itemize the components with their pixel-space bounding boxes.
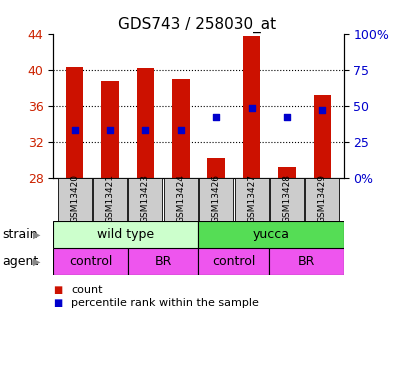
- Point: [142, 127, 149, 133]
- Text: percentile rank within the sample: percentile rank within the sample: [71, 298, 259, 308]
- Text: GSM13423: GSM13423: [141, 174, 150, 223]
- Bar: [53, 248, 128, 275]
- Text: ▶: ▶: [33, 230, 40, 240]
- Bar: [235, 178, 269, 221]
- Point: [248, 105, 255, 111]
- Text: yucca: yucca: [252, 228, 290, 241]
- Bar: [243, 36, 260, 178]
- Bar: [53, 221, 199, 248]
- Bar: [269, 248, 344, 275]
- Bar: [66, 67, 83, 178]
- Text: GSM13426: GSM13426: [212, 174, 221, 223]
- Bar: [101, 81, 119, 178]
- Bar: [314, 95, 331, 178]
- Text: GSM13427: GSM13427: [247, 174, 256, 223]
- Bar: [199, 221, 344, 248]
- Text: GSM13420: GSM13420: [70, 174, 79, 223]
- Text: GDS743 / 258030_at: GDS743 / 258030_at: [118, 17, 276, 33]
- Text: GSM13429: GSM13429: [318, 174, 327, 223]
- Text: ■: ■: [53, 285, 62, 295]
- Bar: [199, 248, 269, 275]
- Text: ■: ■: [53, 298, 62, 308]
- Text: ▶: ▶: [33, 257, 40, 267]
- Text: GSM13428: GSM13428: [282, 174, 292, 223]
- Text: BR: BR: [154, 255, 172, 268]
- Bar: [278, 167, 296, 178]
- Bar: [270, 178, 304, 221]
- Text: GSM13421: GSM13421: [105, 174, 115, 223]
- Point: [284, 114, 290, 120]
- Point: [319, 106, 325, 112]
- Bar: [164, 178, 198, 221]
- Text: BR: BR: [298, 255, 315, 268]
- Bar: [58, 178, 92, 221]
- Text: control: control: [69, 255, 112, 268]
- Bar: [207, 158, 225, 178]
- Bar: [305, 178, 339, 221]
- Bar: [172, 79, 190, 178]
- Text: GSM13424: GSM13424: [176, 174, 185, 223]
- Text: agent: agent: [2, 255, 38, 268]
- Text: strain: strain: [2, 228, 38, 241]
- Point: [213, 114, 219, 120]
- Text: control: control: [212, 255, 256, 268]
- Bar: [128, 178, 162, 221]
- Bar: [137, 68, 154, 178]
- Bar: [93, 178, 127, 221]
- Text: count: count: [71, 285, 103, 295]
- Point: [107, 127, 113, 133]
- Text: wild type: wild type: [97, 228, 154, 241]
- Bar: [199, 178, 233, 221]
- Point: [178, 127, 184, 133]
- Point: [71, 127, 78, 133]
- Bar: [128, 248, 199, 275]
